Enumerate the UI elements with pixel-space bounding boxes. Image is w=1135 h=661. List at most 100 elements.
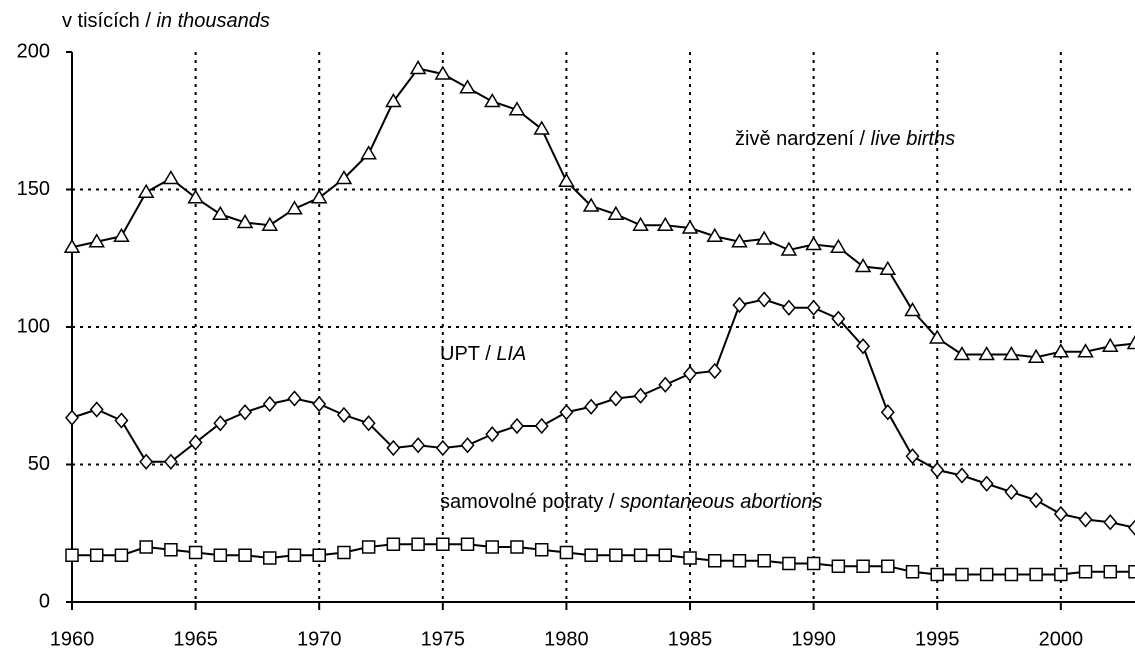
data-point (1052, 343, 1070, 358)
data-point (881, 559, 895, 573)
data-point (757, 291, 772, 308)
data-point (831, 310, 846, 327)
data-point (163, 453, 178, 470)
data-point (114, 412, 129, 429)
data-point (287, 548, 302, 562)
data-point (411, 437, 426, 454)
data-point (286, 200, 303, 215)
data-point (89, 401, 104, 418)
series-label: živě narození / live births (735, 128, 955, 150)
data-point (1103, 565, 1118, 579)
data-point (386, 439, 401, 457)
data-point (460, 537, 475, 551)
data-point (460, 437, 475, 454)
data-point (509, 417, 524, 435)
data-point (1078, 511, 1093, 528)
data-point (485, 426, 500, 443)
data-point (930, 461, 945, 479)
series-label: UPT / LIA (440, 343, 526, 365)
data-point (905, 565, 920, 579)
data-point (559, 545, 574, 560)
data-point (1029, 492, 1044, 509)
data-point (534, 543, 549, 557)
data-point (139, 540, 153, 554)
data-point (113, 227, 130, 242)
data-point (707, 362, 722, 380)
data-point (1077, 343, 1094, 358)
data-point (261, 216, 279, 231)
data-point (780, 241, 798, 256)
data-point (1029, 567, 1043, 582)
data-point (162, 170, 180, 185)
data-point (979, 567, 994, 582)
series-line (71, 67, 1135, 359)
data-point (434, 65, 452, 80)
data-point (337, 545, 351, 560)
data-point (978, 346, 995, 361)
data-point (953, 346, 971, 361)
data-point (213, 548, 228, 562)
series-label: samovolné potraty / spontaneous abortion… (440, 491, 822, 513)
data-point (310, 189, 328, 204)
data-point (1054, 567, 1068, 582)
data-point (1128, 519, 1135, 536)
data-point (830, 238, 847, 253)
data-point (114, 548, 129, 562)
data-point (683, 365, 698, 382)
y-tick-label: 150 (17, 178, 50, 200)
data-point (238, 548, 252, 562)
data-point (633, 387, 648, 404)
data-point (187, 189, 204, 204)
data-point (781, 299, 796, 316)
data-point (436, 537, 450, 551)
data-point (89, 548, 104, 562)
data-point (954, 467, 969, 484)
data-point (782, 556, 796, 571)
data-point (361, 415, 376, 432)
data-point (459, 79, 476, 94)
y-tick-label: 50 (28, 453, 50, 475)
data-point (558, 172, 575, 187)
data-point (1103, 514, 1118, 531)
data-point (360, 145, 377, 160)
data-point (263, 551, 277, 565)
data-point (633, 548, 648, 562)
data-point (732, 296, 747, 314)
data-point (188, 434, 203, 451)
y-axis-label: v tisících / in thousands (62, 10, 270, 32)
y-tick-label: 100 (17, 315, 50, 337)
data-point (1053, 505, 1068, 523)
data-point (731, 233, 748, 248)
data-point (683, 551, 697, 565)
data-point (806, 556, 821, 571)
data-point (65, 409, 79, 426)
data-point (534, 417, 549, 435)
data-point (483, 93, 501, 108)
data-point (312, 548, 326, 562)
data-point (1128, 565, 1135, 579)
data-point (658, 548, 673, 562)
data-point (1078, 565, 1093, 579)
data-point (1126, 335, 1135, 350)
data-point (806, 299, 821, 316)
data-point (707, 554, 722, 568)
data-point (65, 548, 79, 562)
data-point (656, 216, 674, 231)
data-point (831, 559, 846, 573)
data-point (212, 205, 229, 220)
data-point (385, 93, 402, 108)
data-point (485, 540, 500, 554)
data-point (63, 238, 81, 253)
data-point (607, 205, 625, 220)
data-point (880, 404, 895, 421)
data-point (904, 302, 921, 317)
data-point (854, 258, 872, 273)
data-point (386, 537, 401, 551)
series-line (72, 543, 1135, 576)
data-point (336, 406, 351, 424)
x-tick-label: 1985 (668, 628, 713, 650)
data-point (905, 448, 920, 465)
data-point (1004, 483, 1019, 501)
data-point (1027, 348, 1045, 363)
